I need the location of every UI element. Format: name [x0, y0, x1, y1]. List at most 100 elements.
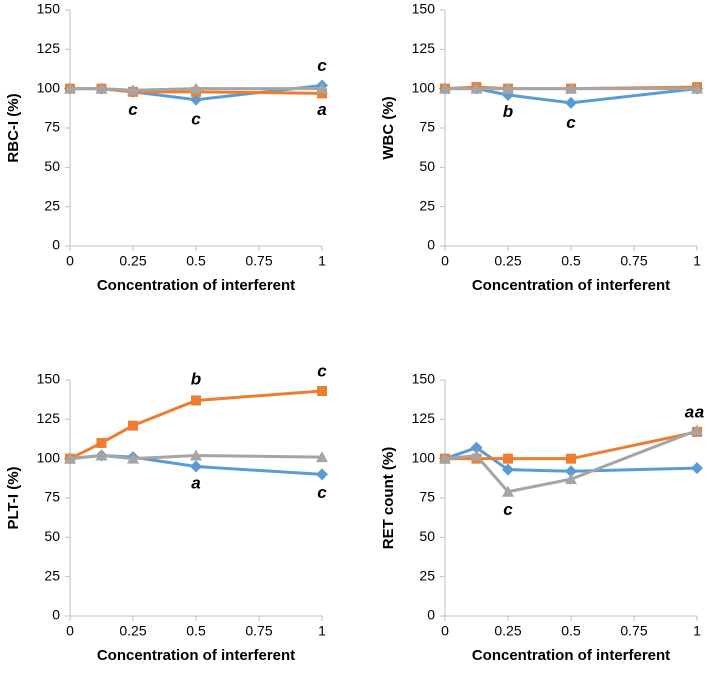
y-tick-label: 125 — [412, 40, 436, 56]
marker-triangle — [691, 424, 703, 436]
x-axis-title: Concentration of interferent — [97, 647, 295, 664]
y-tick-label: 75 — [44, 489, 60, 505]
y-axis-title: RET count (%) — [380, 447, 397, 550]
marker-triangle — [691, 82, 703, 94]
x-tick-label: 0.75 — [245, 623, 272, 639]
y-tick-label: 100 — [412, 449, 436, 465]
marker-diamond — [565, 96, 577, 109]
marker-square — [96, 437, 107, 448]
y-tick-label: 0 — [427, 607, 435, 623]
marker-diamond — [691, 462, 703, 475]
marker-diamond — [470, 441, 483, 454]
marker-triangle — [127, 84, 139, 96]
marker-square — [128, 420, 138, 431]
y-tick-label: 75 — [419, 119, 435, 135]
marker-triangle — [439, 82, 451, 94]
marker-diamond — [565, 465, 577, 478]
x-axis-title: Concentration of interferent — [97, 277, 295, 294]
annotation: a — [191, 473, 200, 492]
y-tick-label: 50 — [419, 528, 435, 544]
annotation: c — [317, 56, 327, 75]
x-tick-label: 0.75 — [620, 253, 647, 269]
marker-square — [503, 453, 513, 464]
x-tick-label: 0.5 — [561, 623, 581, 639]
marker-triangle — [316, 451, 328, 463]
y-axis-title: WBC (%) — [380, 96, 397, 159]
x-tick-label: 0.75 — [620, 623, 647, 639]
marker-triangle — [190, 82, 202, 94]
y-tick-label: 125 — [37, 40, 61, 56]
y-axis-title: PLT-I (%) — [5, 466, 22, 529]
y-tick-label: 50 — [44, 158, 60, 174]
y-tick-label: 125 — [37, 410, 61, 426]
x-tick-label: 1 — [318, 253, 326, 269]
y-tick-label: 100 — [37, 79, 61, 95]
y-tick-label: 0 — [52, 607, 60, 623]
marker-triangle — [565, 82, 577, 94]
marker-square — [191, 395, 201, 406]
x-tick-label: 1 — [693, 253, 701, 269]
y-tick-label: 125 — [412, 410, 436, 426]
annotation: b — [191, 369, 201, 388]
marker-triangle — [470, 449, 483, 461]
marker-triangle — [502, 485, 514, 497]
marker-triangle — [470, 82, 483, 94]
y-tick-label: 25 — [44, 197, 60, 213]
x-tick-label: 0.75 — [245, 253, 272, 269]
marker-diamond — [190, 460, 202, 473]
annotation: b — [503, 102, 513, 121]
x-tick-label: 0.25 — [119, 623, 146, 639]
y-tick-label: 50 — [44, 528, 60, 544]
marker-triangle — [316, 82, 328, 94]
x-tick-label: 0 — [66, 253, 74, 269]
x-tick-label: 0.5 — [186, 253, 206, 269]
x-tick-label: 0 — [441, 253, 449, 269]
marker-triangle — [95, 82, 108, 94]
annotation: c — [128, 100, 138, 119]
x-tick-label: 0.25 — [494, 253, 521, 269]
annotation: c — [317, 483, 327, 502]
panel: 0 25 50 75 100 125 150 0 0.25 0.5 0.75 1 Concentrati… — [5, 1, 328, 294]
y-tick-label: 150 — [412, 1, 436, 17]
x-tick-label: 0.25 — [494, 623, 521, 639]
y-tick-label: 25 — [419, 567, 435, 583]
panel: 0 25 50 75 100 125 150 0 0.25 0.5 0.75 1 Concentrati… — [380, 1, 703, 294]
y-tick-label: 150 — [37, 371, 61, 387]
marker-diamond — [502, 463, 514, 476]
marker-square — [566, 453, 576, 464]
y-tick-label: 25 — [44, 567, 60, 583]
marker-triangle — [64, 82, 76, 94]
y-tick-label: 0 — [427, 237, 435, 253]
x-tick-label: 0 — [441, 623, 449, 639]
annotation: a — [685, 403, 694, 422]
panel: 0 25 50 75 100 125 150 0 0.25 0.5 0.75 1 Concentrati… — [5, 362, 328, 664]
panel: 0 25 50 75 100 125 150 0 0.25 0.5 0.75 1 Concentrati… — [380, 371, 704, 664]
y-tick-label: 150 — [37, 1, 61, 17]
y-tick-label: 100 — [37, 449, 61, 465]
annotation: a — [317, 100, 326, 119]
x-axis-title: Concentration of interferent — [472, 647, 670, 664]
y-tick-label: 150 — [412, 371, 436, 387]
x-tick-label: 0 — [66, 623, 74, 639]
y-tick-label: 0 — [52, 237, 60, 253]
y-tick-label: 75 — [419, 489, 435, 505]
marker-diamond — [316, 468, 328, 481]
y-tick-label: 75 — [44, 119, 60, 135]
x-tick-label: 0.5 — [186, 623, 206, 639]
marker-square — [317, 386, 327, 397]
annotation: c — [317, 362, 327, 381]
marker-triangle — [439, 452, 451, 464]
marker-triangle — [565, 473, 577, 485]
x-tick-label: 0.25 — [119, 253, 146, 269]
x-axis-title: Concentration of interferent — [472, 277, 670, 294]
annotation: c — [191, 110, 201, 129]
y-tick-label: 100 — [412, 79, 436, 95]
marker-triangle — [502, 82, 514, 94]
y-axis-title: RBC-I (%) — [5, 93, 22, 162]
x-tick-label: 0.5 — [561, 253, 581, 269]
x-tick-label: 1 — [693, 623, 701, 639]
marker-triangle — [64, 452, 76, 464]
annotation: c — [566, 113, 576, 132]
marker-triangle — [190, 449, 202, 461]
